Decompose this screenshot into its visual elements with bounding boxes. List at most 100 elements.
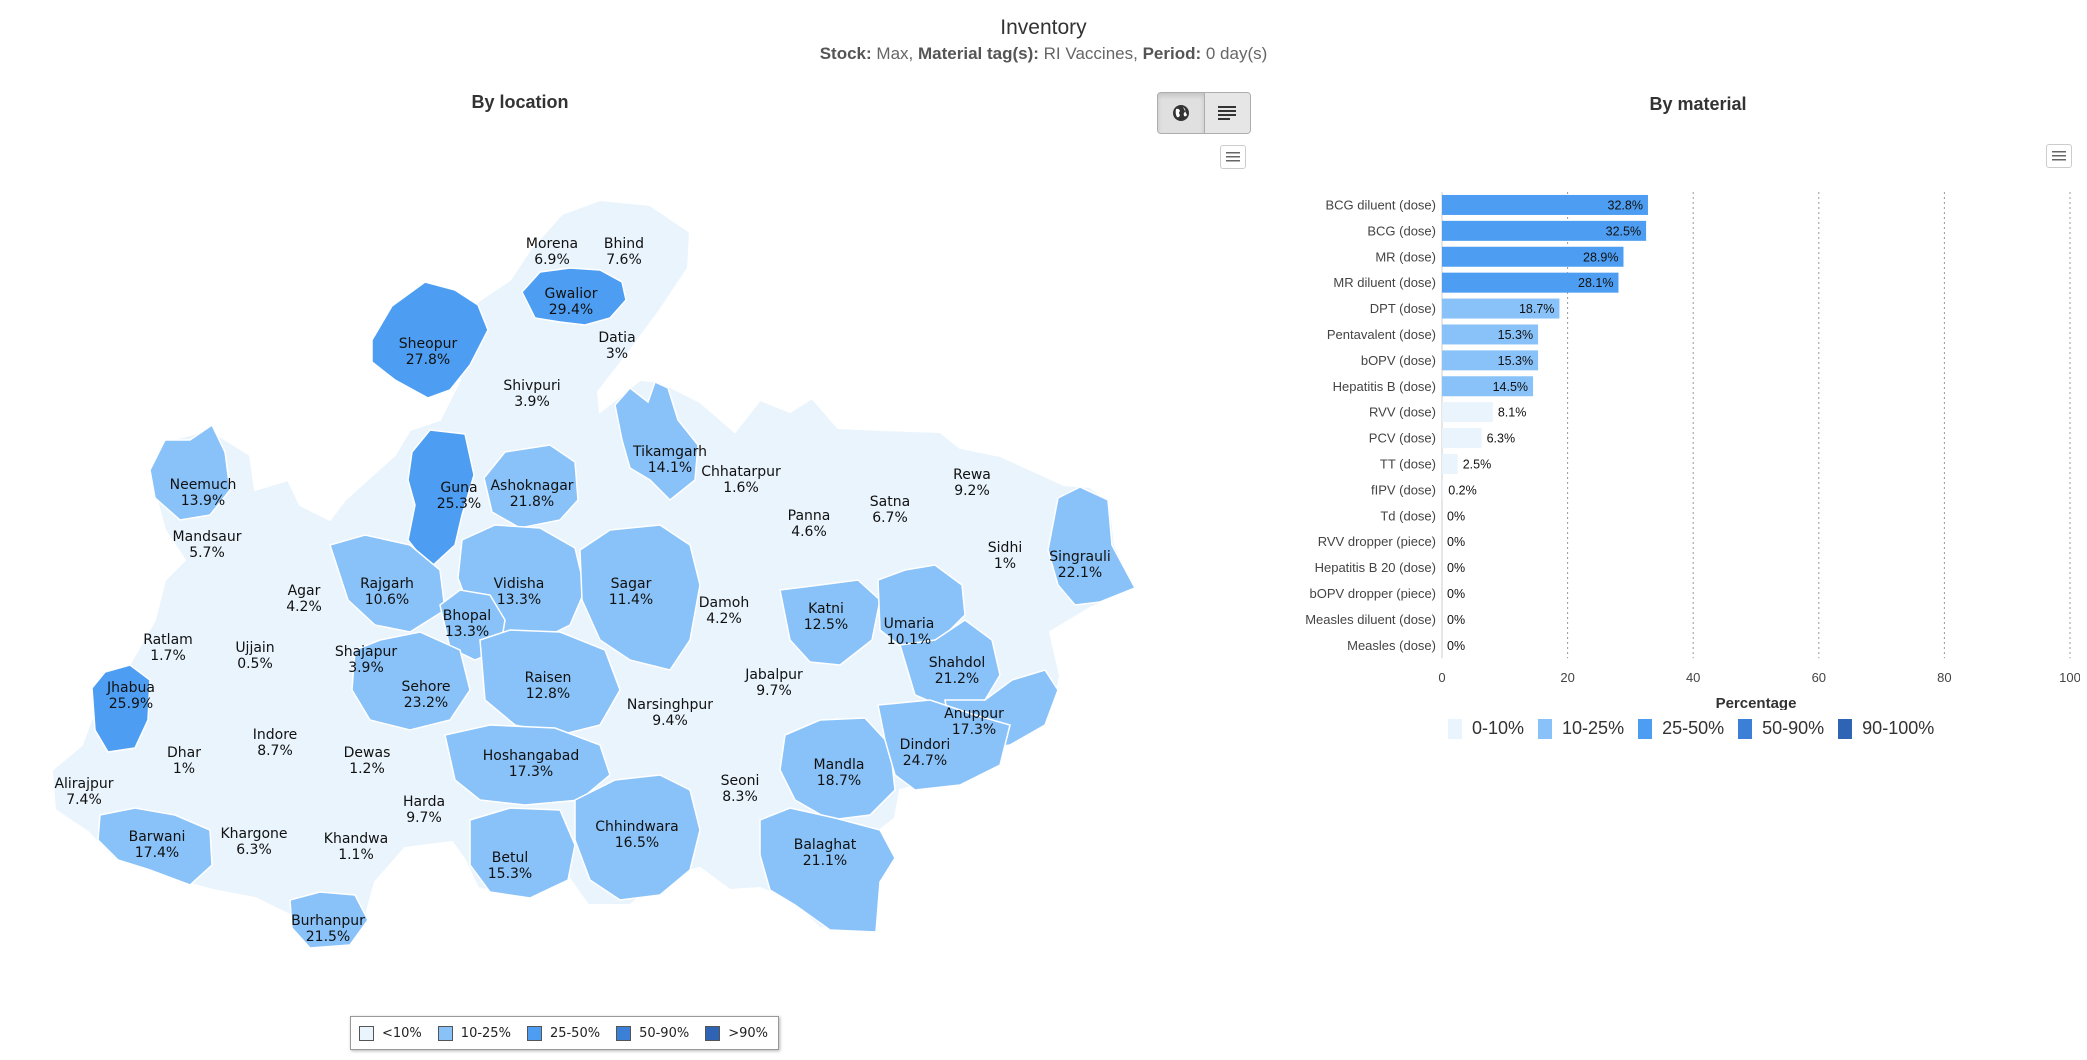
district-value: 14.1% — [648, 460, 692, 476]
district-region-raisen[interactable] — [479, 629, 621, 736]
map-legend-item[interactable]: <10% — [359, 1025, 422, 1041]
data-label: 28.9% — [1583, 250, 1618, 264]
district-name: Morena — [526, 236, 578, 252]
material-legend-item[interactable]: 0-10% — [1448, 718, 1524, 739]
district-region-gwalior[interactable] — [521, 267, 627, 326]
stock-value: Max, — [876, 44, 914, 63]
bar-rvv-dose[interactable] — [1442, 402, 1493, 423]
district-name: Katni — [808, 601, 844, 617]
bar-fipv-dose[interactable] — [1442, 479, 1444, 500]
district-region-sagar[interactable] — [579, 524, 701, 671]
district-region-guna[interactable] — [407, 429, 475, 570]
district-value: 6.9% — [534, 252, 570, 268]
bar-dpt-dose[interactable] — [1442, 298, 1560, 319]
bar-bcg-diluent-dose[interactable] — [1442, 194, 1648, 215]
data-label: 6.3% — [1487, 432, 1516, 446]
district-value: 21.2% — [935, 671, 979, 687]
bar-mr-diluent-dose[interactable] — [1442, 272, 1619, 293]
material-menu-button[interactable] — [2046, 144, 2072, 168]
material-legend-item[interactable]: 25-50% — [1638, 718, 1724, 739]
district-name: Narsinghpur — [627, 697, 713, 713]
legend-swatch — [1538, 718, 1553, 739]
bar-tt-dose[interactable] — [1442, 453, 1458, 474]
bar-bcg-dose[interactable] — [1442, 220, 1647, 241]
legend-swatch — [1448, 718, 1462, 739]
legend-swatch — [705, 1025, 721, 1041]
district-region-dindori[interactable] — [877, 699, 1011, 791]
map-legend-item[interactable]: 25-50% — [526, 1025, 600, 1041]
district-region-barwani[interactable] — [97, 807, 213, 886]
district-name: Jabalpur — [744, 667, 803, 683]
district-name: Shahdol — [929, 655, 986, 671]
bar-hepatitis-b-dose[interactable] — [1442, 376, 1534, 397]
material-legend-item[interactable]: 90-100% — [1838, 718, 1934, 739]
data-label: 0% — [1447, 535, 1465, 549]
category-label: TT (dose) — [1380, 456, 1436, 471]
district-name: Bhind — [604, 236, 644, 252]
district-region-mandla[interactable] — [779, 717, 896, 821]
chart-header: Inventory Stock: Max, Material tag(s): R… — [0, 16, 2087, 64]
district-region-chhindwara[interactable] — [574, 774, 701, 901]
bar-bopv-dose[interactable] — [1442, 350, 1539, 371]
map-view-button[interactable] — [1158, 93, 1204, 133]
district-value: 22.1% — [1058, 565, 1102, 581]
material-panel-title: By material — [1649, 94, 1747, 114]
district-region-jhabua[interactable] — [91, 664, 151, 753]
bar-pentavalent-dose[interactable] — [1442, 324, 1539, 345]
district-region-umaria[interactable] — [877, 564, 966, 651]
district-value: 11.4% — [609, 592, 653, 608]
district-region-betul[interactable] — [469, 807, 576, 899]
category-label: Hepatitis B 20 (dose) — [1315, 560, 1436, 575]
district-name: Indore — [253, 727, 298, 743]
map-legend-item[interactable]: 50-90% — [616, 1025, 689, 1041]
district-region-hoshangabad[interactable] — [444, 724, 611, 806]
map-legend-item[interactable]: >90% — [705, 1025, 768, 1041]
material-legend-item[interactable]: 10-25% — [1538, 718, 1624, 739]
material-legend-item[interactable]: 50-90% — [1738, 718, 1824, 739]
district-value: 12.5% — [804, 617, 848, 633]
district-region-burhanpur[interactable] — [289, 891, 369, 949]
district-name: Shajapur — [335, 644, 398, 660]
data-label: 0% — [1447, 587, 1465, 601]
district-region-balaghat[interactable] — [759, 807, 896, 933]
bar-pcv-dose[interactable] — [1442, 428, 1482, 449]
district-region-ashoknagar[interactable] — [483, 444, 579, 529]
table-view-button[interactable] — [1203, 93, 1250, 133]
district-region-sehore[interactable] — [351, 631, 471, 731]
district-region-tikamgarh[interactable] — [614, 380, 699, 502]
category-label: BCG diluent (dose) — [1325, 197, 1436, 212]
district-value: 25.3% — [437, 496, 481, 512]
map-menu-button[interactable] — [1220, 145, 1246, 169]
district-region-sheopur[interactable] — [371, 281, 489, 399]
district-name: Anuppur — [944, 706, 1004, 722]
district-map: Morena6.9%Bhind7.6%Gwalior29.4%Datia3%Sh… — [50, 198, 1137, 949]
district-region-katni[interactable] — [779, 579, 881, 666]
district-region-singrauli[interactable] — [1047, 486, 1137, 606]
district-name: Sidhi — [988, 540, 1022, 556]
district-value: 23.2% — [404, 695, 448, 711]
district-name: Dhar — [167, 745, 201, 761]
district-value: 1.6% — [723, 480, 759, 496]
legend-label: 25-50% — [1662, 718, 1725, 738]
district-name: Alirajpur — [54, 776, 113, 792]
district-name: Sheopur — [399, 336, 458, 352]
legend-swatch — [526, 1025, 542, 1041]
district-region-neemuch[interactable] — [149, 423, 231, 521]
bar-mr-dose[interactable] — [1442, 246, 1624, 267]
map-legend-item[interactable]: 10-25% — [437, 1025, 511, 1041]
district-value: 6.3% — [236, 842, 272, 858]
